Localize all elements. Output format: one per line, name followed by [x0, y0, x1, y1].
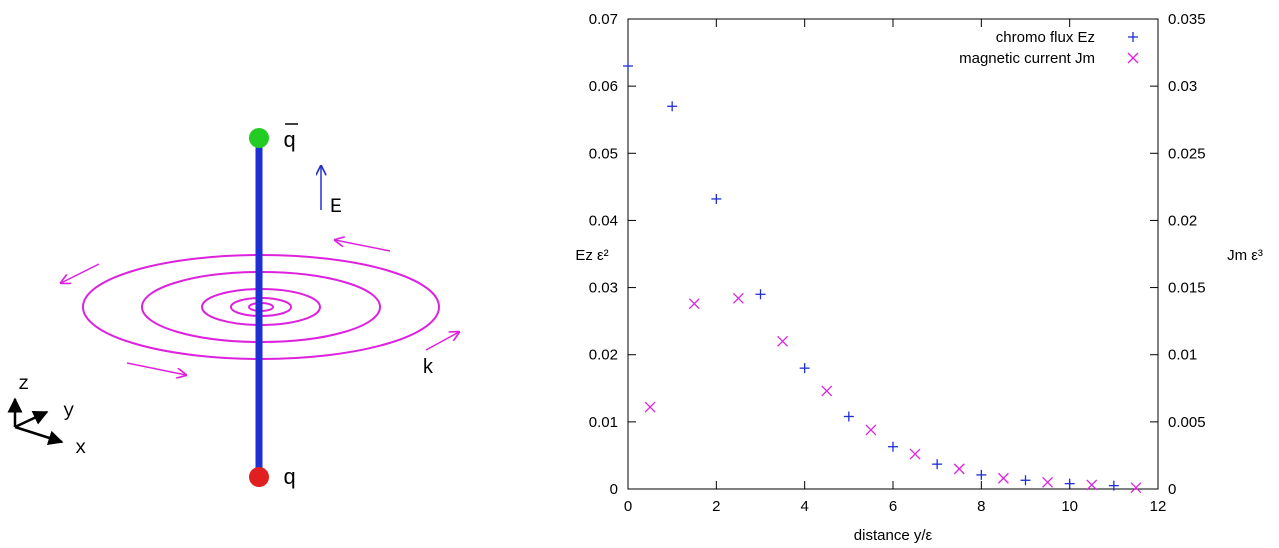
circulation-arrow-right [425, 332, 459, 351]
ez-point [711, 193, 722, 204]
e-field-label: E [330, 196, 342, 219]
x-tick-label: 8 [977, 498, 985, 515]
y-tick-label: 0 [610, 481, 618, 498]
y-tick-label: 0.05 [589, 145, 618, 162]
jm-point [909, 448, 921, 460]
ez-point [623, 61, 633, 71]
chart-ticks [627, 18, 1159, 490]
y2-tick-label: 0.015 [1168, 280, 1206, 297]
antiquark-label: q [283, 129, 296, 154]
jm-point [644, 401, 656, 413]
x-tick-label: 0 [624, 498, 632, 515]
coordinate-axes [7, 397, 64, 446]
x-tick-label: 2 [712, 498, 720, 515]
chart-legend: chromo flux Ez magnetic current Jm [959, 29, 1139, 67]
ez-point [976, 469, 987, 480]
legend-marker-ez [1128, 32, 1138, 42]
x-axis-arrow [14, 425, 64, 446]
jm-point [688, 298, 700, 310]
circulation-arrow-bottom [126, 362, 186, 375]
ez-point [755, 289, 766, 300]
legend-plus-marker [1128, 32, 1138, 42]
chart-tick-labels: 0 2 4 6 8 10 1200.010.020.030.040.050.060.0700… [589, 11, 1206, 515]
y2-axis-title: Jm ε³ [1227, 247, 1263, 264]
jm-point [997, 472, 1009, 484]
quark-label: q [283, 466, 296, 491]
y-axis-arrow [14, 410, 49, 429]
x-axis-label: x [75, 437, 86, 459]
legend-marker-jm [1127, 52, 1139, 64]
legend-label-ez: chromo flux Ez [996, 29, 1095, 46]
ez-point [1108, 480, 1119, 491]
y-tick-label: 0.02 [589, 347, 618, 364]
jm-point [865, 424, 877, 436]
jm-point [953, 463, 965, 475]
ez-point [799, 363, 810, 374]
antiquark-dot [249, 128, 269, 148]
legend-cross-marker [1127, 52, 1139, 64]
flux-profile-chart: 0 2 4 6 8 10 1200.010.020.030.040.050.060.0700… [575, 11, 1263, 544]
y2-tick-label: 0.025 [1168, 145, 1206, 162]
chart-points [623, 61, 1142, 494]
plot-frame [627, 18, 1159, 490]
ez-point [932, 459, 943, 470]
quark-dot [249, 467, 269, 487]
y-axis-title: Ez ε² [575, 247, 608, 264]
jm-point [777, 335, 789, 347]
y2-tick-label: 0.035 [1168, 11, 1206, 28]
y2-tick-label: 0 [1168, 481, 1176, 498]
z-axis-label: z [18, 373, 29, 395]
ez-point [843, 411, 854, 422]
y-tick-label: 0.07 [589, 11, 618, 28]
x-tick-label: 10 [1061, 498, 1078, 515]
y-tick-label: 0.06 [589, 78, 618, 95]
y2-tick-label: 0.03 [1168, 78, 1197, 95]
circulation-arrows [61, 240, 459, 375]
jm-point [1042, 476, 1054, 488]
legend-label-jm: magnetic current Jm [959, 50, 1095, 67]
jm-point [1130, 482, 1142, 494]
y2-tick-label: 0.02 [1168, 212, 1197, 229]
y-tick-label: 0.01 [589, 414, 618, 431]
circulation-arrow-left [61, 263, 100, 283]
y-axis-label: y [63, 400, 74, 422]
jm-point [1086, 479, 1098, 491]
jm-point [732, 292, 744, 304]
x-axis-title: distance y/ε [854, 527, 933, 544]
ez-point [1064, 478, 1075, 489]
y-tick-label: 0.03 [589, 280, 618, 297]
k-label: k [422, 357, 434, 380]
y2-tick-label: 0.01 [1168, 347, 1197, 364]
x-tick-label: 6 [889, 498, 897, 515]
y-tick-label: 0.04 [589, 212, 618, 229]
flux-tube-diagram: q q E k z y x [7, 123, 459, 491]
ez-point [667, 101, 678, 112]
x-tick-label: 4 [800, 498, 808, 515]
circulation-arrow-top [335, 240, 391, 252]
x-tick-label: 12 [1150, 498, 1167, 515]
jm-point [821, 385, 833, 397]
ez-point [1020, 475, 1031, 486]
y2-tick-label: 0.005 [1168, 414, 1206, 431]
ez-point [888, 441, 898, 452]
